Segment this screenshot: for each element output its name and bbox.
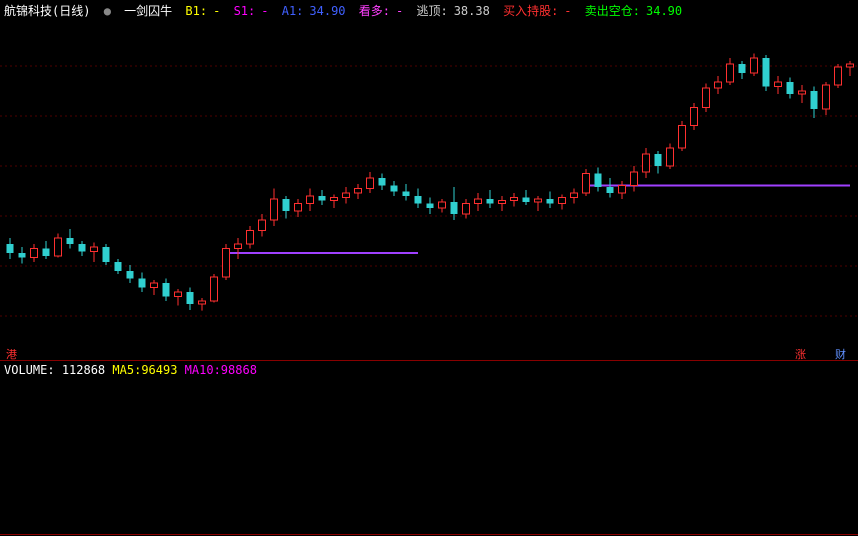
volume-chart[interactable]	[0, 376, 858, 535]
ma10-label: MA10:	[185, 363, 221, 377]
sellout-val: 34.90	[646, 4, 682, 18]
footer-row: 港 涨 财	[0, 346, 858, 360]
taoding-val: 38.38	[454, 4, 490, 18]
kanduo-label: 看多:	[359, 4, 390, 18]
ma10-val: 98868	[221, 363, 257, 377]
stock-name: 航锦科技(日线)	[4, 4, 90, 18]
ma5-label: MA5:	[112, 363, 141, 377]
a1-label: A1:	[282, 4, 304, 18]
s1-label: S1:	[234, 4, 256, 18]
s1-val: -	[261, 4, 268, 18]
a1-val: 34.90	[309, 4, 345, 18]
price-chart[interactable]	[0, 16, 858, 346]
buyin-label: 买入持股:	[503, 4, 558, 18]
taoding-label: 逃顶:	[416, 4, 447, 18]
volume-header: VOLUME: 112868 MA5:96493 MA10:98868	[0, 360, 858, 376]
vol-label: VOLUME:	[4, 363, 55, 377]
vol-value: 112868	[62, 363, 105, 377]
ma5-val: 96493	[141, 363, 177, 377]
sellout-label: 卖出空仓:	[585, 4, 640, 18]
kanduo-val: -	[396, 4, 403, 18]
buyin-val: -	[564, 4, 571, 18]
b1-label: B1:	[185, 4, 207, 18]
indicator-name: 一剑囚牛	[124, 4, 172, 18]
indicator-header: 航锦科技(日线) ● 一剑囚牛 B1:- S1:- A1:34.90 看多:- …	[0, 0, 858, 16]
indicator-dot: ●	[104, 4, 111, 18]
b1-val: -	[213, 4, 220, 18]
